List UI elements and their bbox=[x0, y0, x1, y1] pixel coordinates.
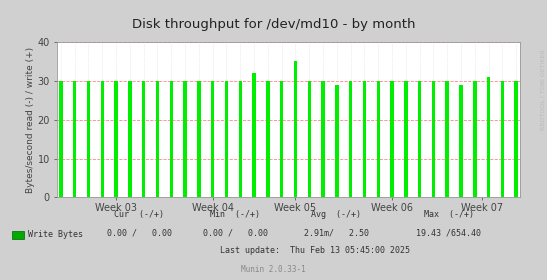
Bar bbox=[170, 81, 173, 197]
Y-axis label: Bytes/second read (-) / write (+): Bytes/second read (-) / write (+) bbox=[26, 47, 34, 193]
Bar bbox=[252, 73, 256, 197]
Bar bbox=[307, 81, 311, 197]
Bar bbox=[142, 81, 146, 197]
Bar bbox=[238, 81, 242, 197]
Text: Min  (-/+): Min (-/+) bbox=[210, 210, 260, 219]
Text: 0.00 /   0.00: 0.00 / 0.00 bbox=[107, 228, 172, 237]
Bar bbox=[101, 81, 104, 197]
Bar bbox=[197, 81, 201, 197]
Bar bbox=[376, 81, 380, 197]
Bar bbox=[294, 61, 297, 197]
Bar bbox=[59, 81, 62, 197]
Bar bbox=[459, 85, 463, 197]
Bar bbox=[321, 81, 325, 197]
Text: 19.43 /654.40: 19.43 /654.40 bbox=[416, 228, 481, 237]
Text: Last update:  Thu Feb 13 05:45:00 2025: Last update: Thu Feb 13 05:45:00 2025 bbox=[219, 246, 410, 255]
Bar bbox=[266, 81, 270, 197]
Bar bbox=[183, 81, 187, 197]
Text: Avg  (-/+): Avg (-/+) bbox=[311, 210, 362, 219]
Text: Disk throughput for /dev/md10 - by month: Disk throughput for /dev/md10 - by month bbox=[132, 18, 415, 31]
Text: Cur  (-/+): Cur (-/+) bbox=[114, 210, 165, 219]
Bar bbox=[363, 81, 366, 197]
Bar bbox=[473, 81, 476, 197]
Bar bbox=[418, 81, 421, 197]
Text: Max  (-/+): Max (-/+) bbox=[423, 210, 474, 219]
Bar bbox=[87, 81, 90, 197]
Text: 0.00 /   0.00: 0.00 / 0.00 bbox=[203, 228, 267, 237]
Bar bbox=[515, 81, 518, 197]
Text: RRDTOOL / TOBI OETIKER: RRDTOOL / TOBI OETIKER bbox=[541, 49, 546, 130]
Bar bbox=[391, 81, 394, 197]
Bar bbox=[114, 81, 118, 197]
Bar bbox=[501, 81, 504, 197]
Bar bbox=[73, 81, 77, 197]
Bar bbox=[128, 81, 132, 197]
Bar bbox=[335, 85, 339, 197]
Bar bbox=[445, 81, 449, 197]
Bar bbox=[225, 81, 228, 197]
Bar bbox=[349, 81, 352, 197]
Text: 2.91m/   2.50: 2.91m/ 2.50 bbox=[304, 228, 369, 237]
Bar bbox=[156, 81, 159, 197]
Text: Write Bytes: Write Bytes bbox=[28, 230, 84, 239]
Text: Munin 2.0.33-1: Munin 2.0.33-1 bbox=[241, 265, 306, 274]
Bar bbox=[280, 81, 283, 197]
Bar bbox=[211, 81, 214, 197]
Bar bbox=[487, 77, 490, 197]
Bar bbox=[404, 81, 408, 197]
Bar bbox=[432, 81, 435, 197]
